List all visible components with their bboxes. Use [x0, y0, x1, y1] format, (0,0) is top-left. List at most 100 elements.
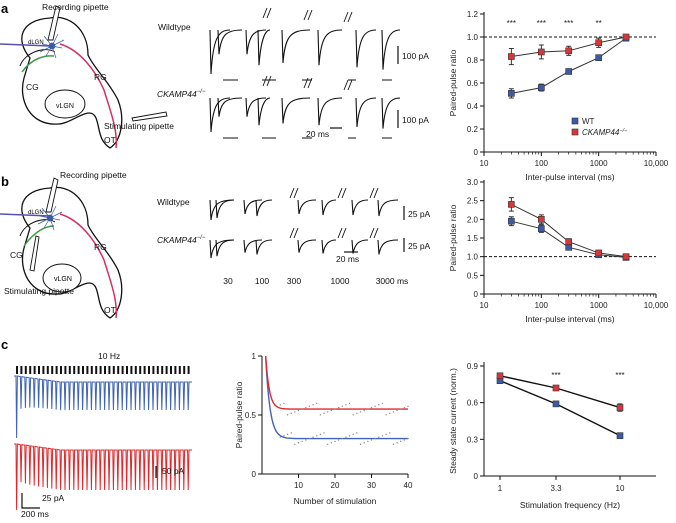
stim-tick	[16, 366, 18, 374]
x-tick-label: 10	[294, 481, 303, 490]
ckamp-label-a: CKAMP44−/−	[157, 89, 206, 99]
y-tick-label: 0.8	[467, 56, 479, 65]
wildtype-label-b: Wildtype	[157, 197, 190, 207]
trace-a	[209, 29, 231, 75]
stim-tick	[143, 366, 146, 374]
stim-tick	[161, 366, 164, 374]
trace-a	[355, 97, 377, 127]
y-tick-label: 0	[252, 470, 257, 479]
stim-tick	[112, 366, 115, 374]
trace-b	[215, 199, 235, 219]
stim-tick	[121, 366, 124, 374]
data-point-WT	[595, 54, 602, 62]
scatter-point-CKAMP44	[396, 409, 398, 412]
trace-a	[281, 29, 311, 64]
stim-tick	[77, 366, 80, 374]
scatter-point-CKAMP44	[407, 405, 409, 407]
traces-c: 10 Hz 50 pA 25 pA 200 ms	[14, 351, 192, 519]
y-tick-label: 1.0	[467, 253, 479, 262]
stim-tick	[82, 366, 84, 374]
y-axis-label: Paired-pulse ratio	[234, 381, 244, 448]
y-tick-label: 2.5	[467, 197, 479, 206]
trace-b	[243, 239, 263, 253]
scatter-point-CKAMP44	[301, 408, 303, 410]
scatter-point-WT	[290, 432, 292, 434]
scatter-point-WT	[297, 442, 300, 444]
scatter-point-CKAMP44	[385, 414, 387, 416]
rg-label: RG	[94, 72, 107, 82]
chart-b: 0 0.5 1.0 1.5 2.0 2.5 3.0 10 100 1000 10,000 Inter-…	[448, 178, 669, 324]
brain-schematic-b: Recording pipette Stimulating pipette dL…	[0, 170, 127, 319]
scatter-point-WT	[334, 440, 336, 443]
stimulating-pipette-label-b: Stimulating pipette	[4, 286, 74, 296]
scatter-point-CKAMP44	[283, 402, 285, 405]
scatter-point-WT	[396, 442, 398, 444]
cg-label: CG	[26, 82, 39, 92]
y-tick-label: 0.6	[467, 79, 479, 88]
trace-a	[317, 29, 343, 66]
x-tick-label: 10,000	[644, 301, 669, 310]
stim-tick	[117, 366, 120, 374]
scatter-point-CKAMP44	[345, 404, 347, 406]
stimulating-pipette-icon	[131, 111, 168, 122]
dlgn-boundary	[19, 49, 56, 67]
stim-tick	[174, 366, 177, 374]
scatter-point-WT	[348, 435, 351, 437]
x-tick-label: 3.3	[550, 484, 562, 493]
interval-label: 300	[287, 276, 301, 286]
stim-tick	[64, 366, 67, 374]
stim-tick	[95, 366, 98, 374]
y-axis-label: Steady state current (norm.)	[448, 368, 458, 474]
chart-c-right: 0 0.3 0.6 0.9 1 3.3 10 Stimulation frequency (H…	[448, 362, 656, 510]
scatter-point-WT	[385, 433, 387, 436]
data-point-WT	[552, 400, 560, 408]
optic-tract	[59, 43, 118, 149]
break-mark	[369, 227, 379, 239]
scatter-point-CKAMP44	[279, 404, 281, 406]
trace-a	[217, 29, 243, 55]
stim-tick	[90, 366, 93, 374]
x-tick-label: 10	[480, 301, 489, 310]
scatter-point-CKAMP44	[337, 406, 340, 409]
interval-label: 3000 ms	[376, 276, 409, 286]
scatter-point-WT	[367, 440, 369, 443]
y-tick-label: 2.0	[467, 215, 479, 224]
scatter-point-WT	[352, 433, 354, 436]
scatter-point-WT	[312, 436, 314, 438]
significance-marker: ***	[537, 19, 546, 28]
trace-a	[281, 97, 311, 124]
neuron-icon	[39, 33, 65, 59]
y-tick-label: 0	[474, 148, 479, 157]
data-point-CKAMP44	[595, 39, 602, 47]
x-tick-label: 20	[331, 481, 340, 490]
dlgn-label-b: dLGN	[28, 210, 44, 216]
scatter-point-WT	[283, 435, 285, 437]
recording-pipette-icon-b	[45, 177, 59, 213]
trace-a	[381, 29, 401, 70]
break-mark	[289, 187, 299, 199]
x-tick-label: 100	[535, 301, 549, 310]
scatter-point-CKAMP44	[403, 406, 406, 409]
trace-a	[245, 29, 267, 55]
wildtype-label-a: Wildtype	[158, 22, 191, 32]
x-tick-label: 100	[535, 159, 549, 168]
stim-tick	[134, 366, 137, 374]
scatter-point-WT	[359, 443, 362, 445]
stim-tick	[55, 366, 58, 374]
scatter-point-WT	[286, 433, 289, 436]
fit-curve-CKAMP44	[264, 355, 408, 410]
scatter-point-WT	[327, 443, 329, 445]
y-tick-label: 0.9	[467, 362, 479, 371]
trace-c-ko	[14, 443, 192, 511]
scatter-point-WT	[370, 439, 373, 441]
vlgn-label-b: vLGN	[54, 276, 72, 283]
data-point-CKAMP44	[552, 384, 560, 392]
scatter-point-CKAMP44	[316, 402, 318, 405]
ckamp-label-b: CKAMP44−/−	[157, 235, 206, 245]
cg-fiber-b	[23, 225, 55, 247]
trace-b	[209, 239, 235, 259]
scatter-point-WT	[308, 437, 311, 440]
trace-a	[209, 97, 231, 133]
trace-a	[355, 29, 377, 68]
